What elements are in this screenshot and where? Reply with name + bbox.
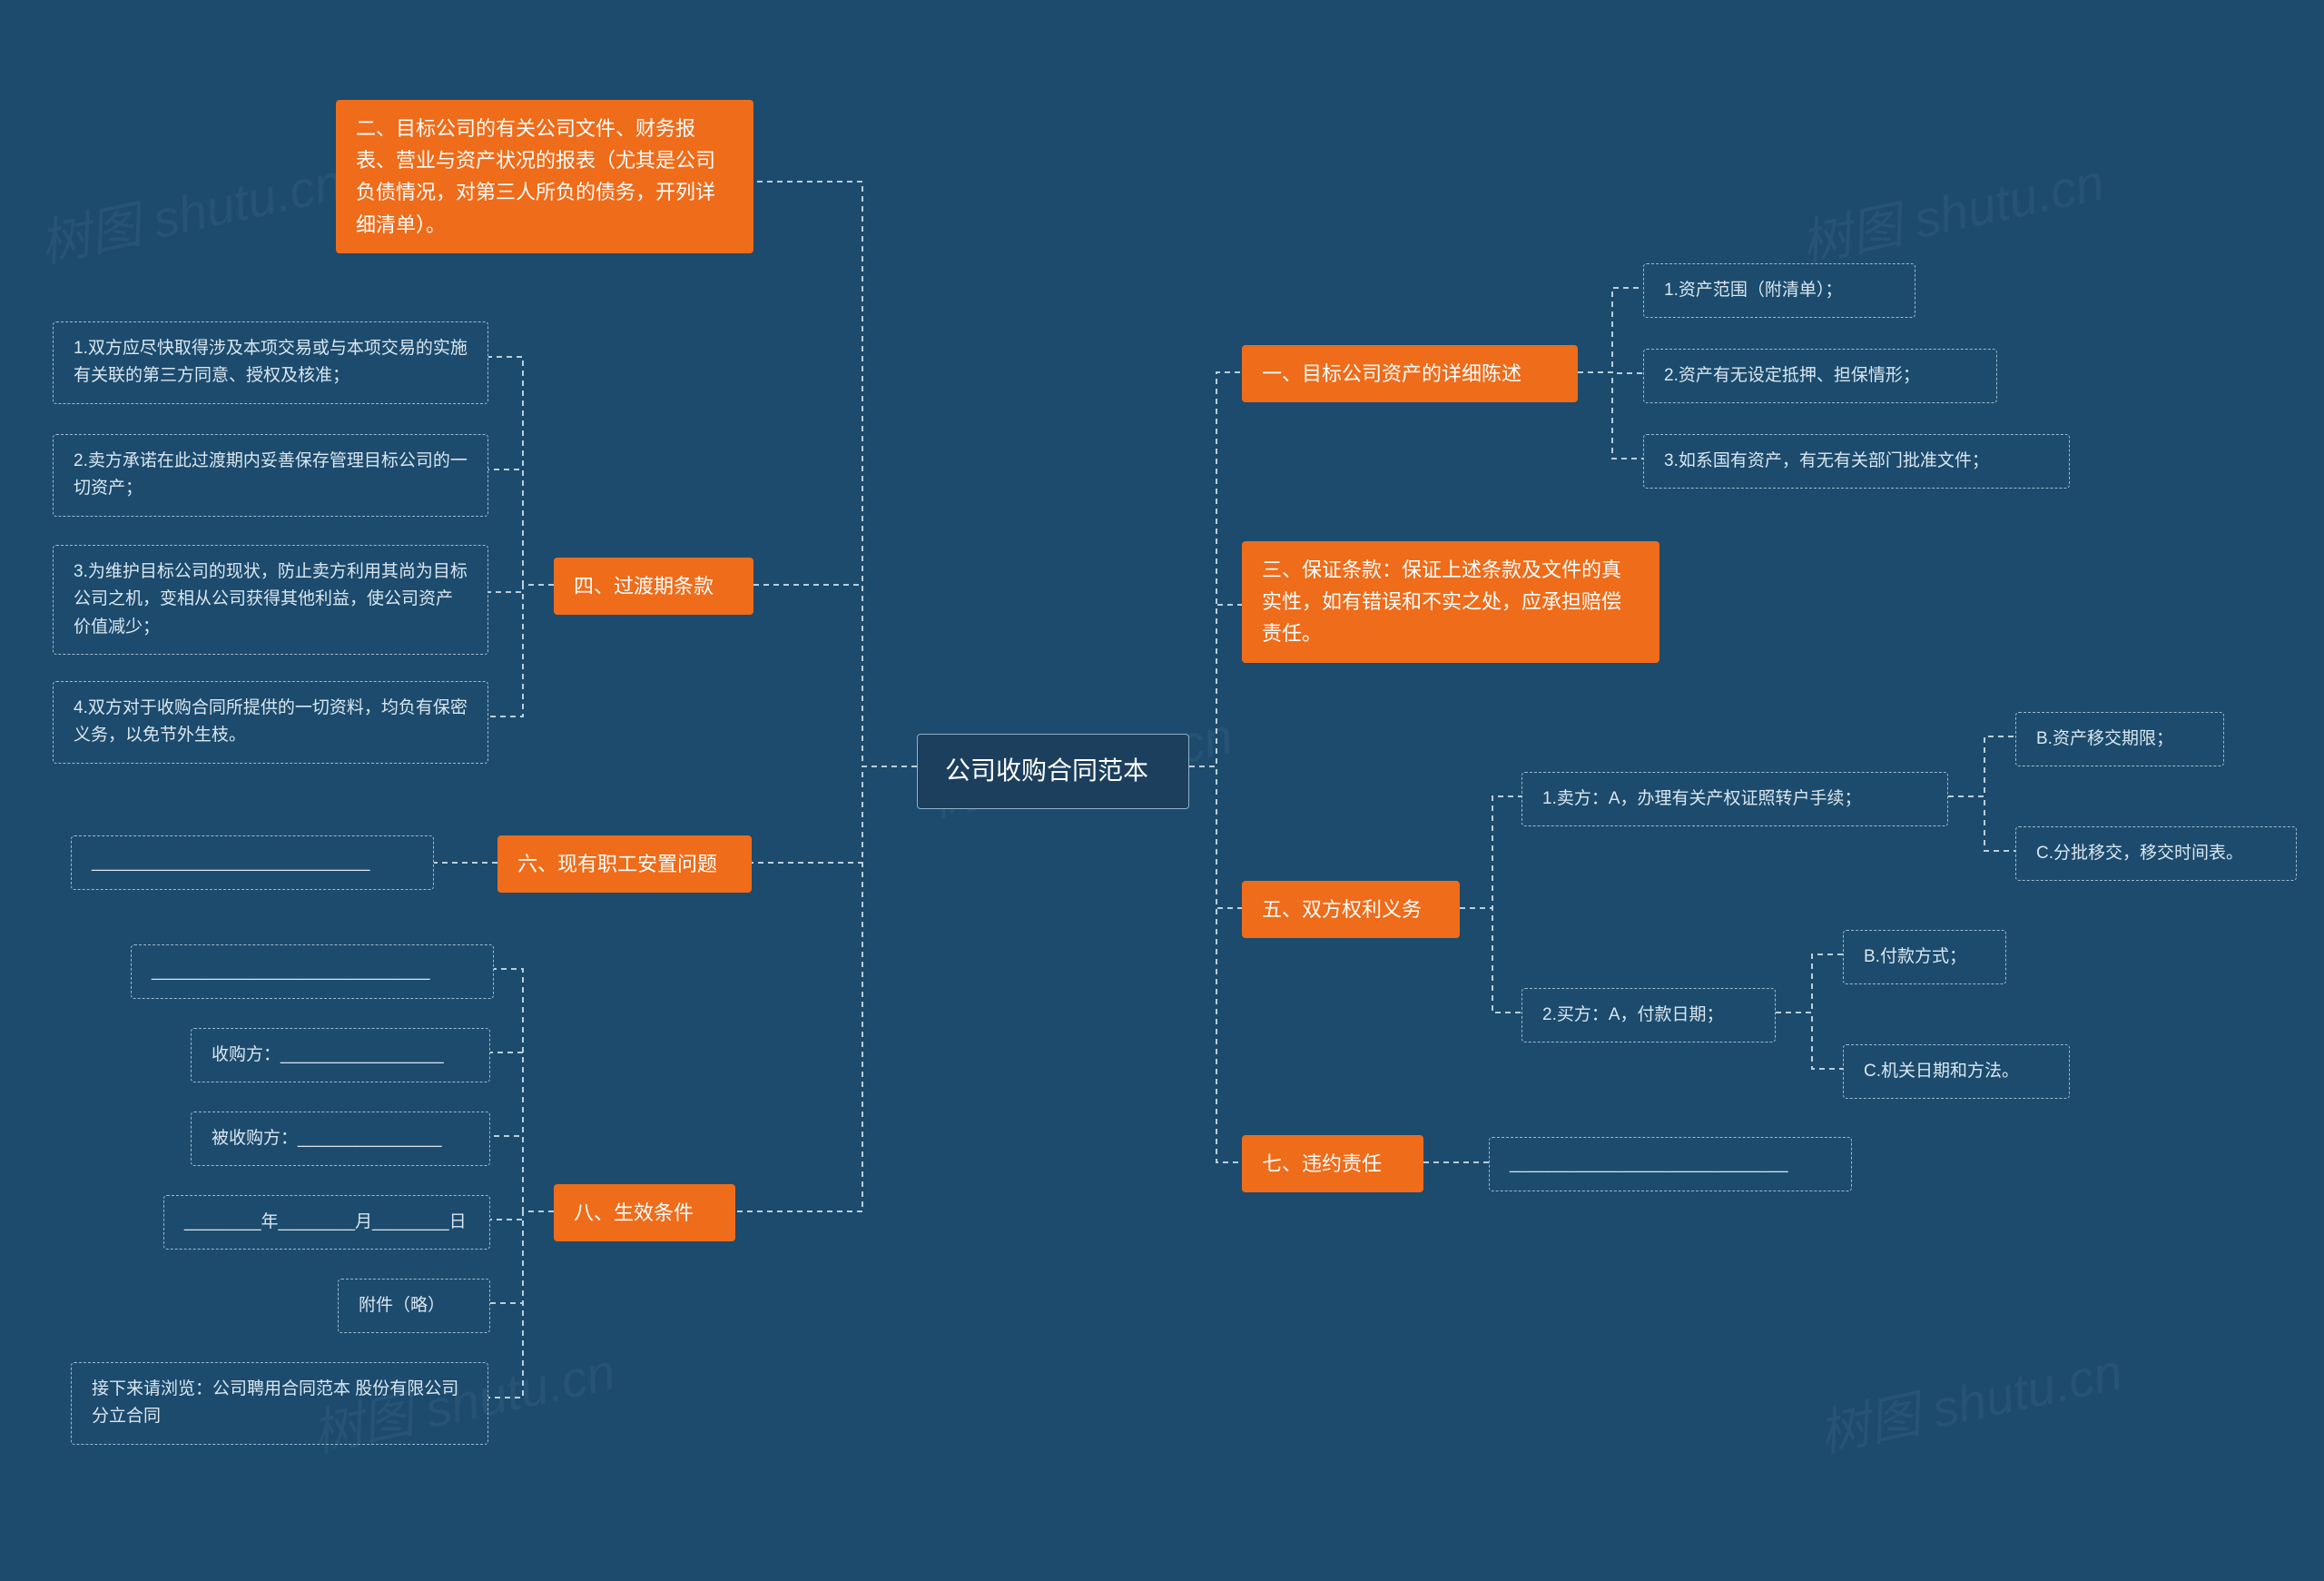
leaf-1-1: 1.资产范围（附清单）； <box>1643 263 1915 318</box>
branch-section-7: 七、违约责任 <box>1242 1135 1423 1192</box>
branch-section-8: 八、生效条件 <box>554 1184 735 1241</box>
leaf-8-1: _____________________________ <box>131 944 494 999</box>
leaf-5-1-b: B.资产移交期限； <box>2015 712 2224 766</box>
leaf-8-2: 收购方：_________________ <box>191 1028 490 1082</box>
branch-section-3: 三、保证条款：保证上述条款及文件的真实性，如有错误和不实之处，应承担赔偿责任。 <box>1242 541 1659 663</box>
leaf-8-3: 被收购方：_______________ <box>191 1112 490 1166</box>
branch-section-2: 二、目标公司的有关公司文件、财务报表、营业与资产状况的报表（尤其是公司负债情况，… <box>336 100 753 253</box>
leaf-1-3: 3.如系国有资产，有无有关部门批准文件； <box>1643 434 2070 489</box>
leaf-8-4: ________年________月________日 <box>163 1195 490 1250</box>
leaf-4-2: 2.卖方承诺在此过渡期内妥善保存管理目标公司的一切资产； <box>53 434 488 517</box>
leaf-8-5: 附件（略） <box>338 1279 490 1333</box>
leaf-1-2: 2.资产有无设定抵押、担保情形； <box>1643 349 1997 403</box>
branch-section-6: 六、现有职工安置问题 <box>497 835 752 893</box>
watermark: 树图 shutu.cn <box>1811 1331 2128 1467</box>
leaf-5-2: 2.买方：A，付款日期； <box>1521 988 1776 1042</box>
root-node: 公司收购合同范本 <box>917 734 1189 809</box>
branch-section-5: 五、双方权利义务 <box>1242 881 1460 938</box>
leaf-4-1: 1.双方应尽快取得涉及本项交易或与本项交易的实施有关联的第三方同意、授权及核准； <box>53 321 488 404</box>
leaf-7-1: _____________________________ <box>1489 1137 1852 1191</box>
leaf-8-6: 接下来请浏览：公司聘用合同范本 股份有限公司分立合同 <box>71 1362 488 1445</box>
leaf-4-4: 4.双方对于收购合同所提供的一切资料，均负有保密义务，以免节外生枝。 <box>53 681 488 764</box>
branch-section-4: 四、过渡期条款 <box>554 558 753 615</box>
leaf-5-1: 1.卖方：A，办理有关产权证照转户手续； <box>1521 772 1948 826</box>
leaf-5-2-b: B.付款方式； <box>1843 930 2006 984</box>
leaf-4-3: 3.为维护目标公司的现状，防止卖方利用其尚为目标公司之机，变相从公司获得其他利益… <box>53 545 488 655</box>
leaf-5-1-c: C.分批移交，移交时间表。 <box>2015 826 2297 881</box>
branch-section-1: 一、目标公司资产的详细陈述 <box>1242 345 1578 402</box>
watermark: 树图 shutu.cn <box>1793 142 2110 278</box>
leaf-6-1: _____________________________ <box>71 835 434 890</box>
leaf-5-2-c: C.机关日期和方法。 <box>1843 1044 2070 1099</box>
watermark: 树图 shutu.cn <box>32 142 349 278</box>
